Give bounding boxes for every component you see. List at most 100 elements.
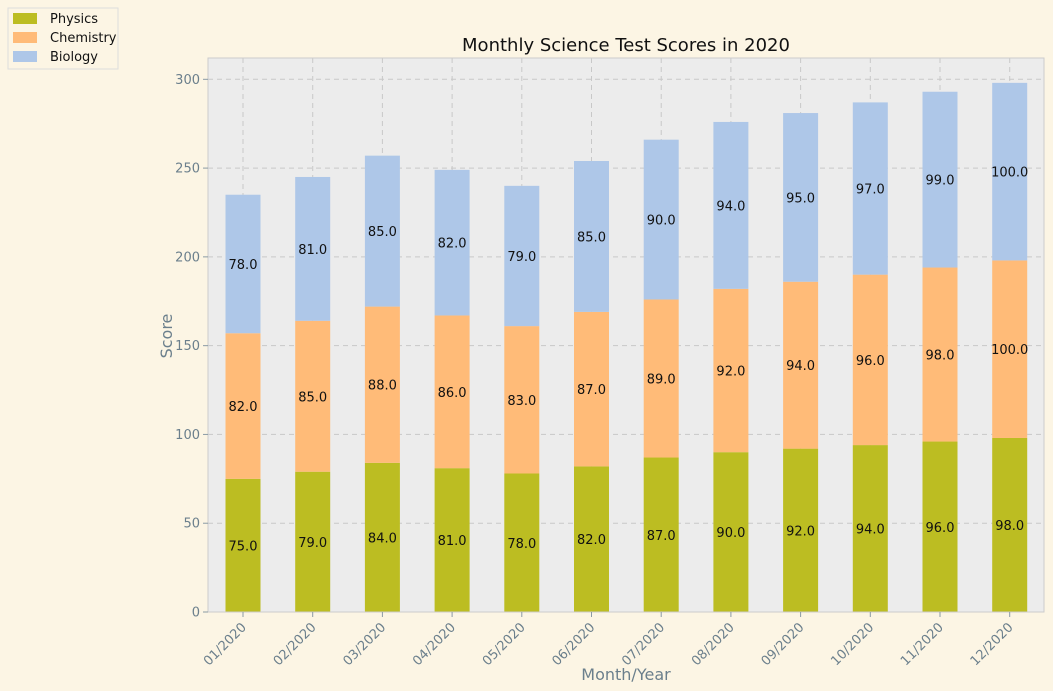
bar-segment-biology [434, 169, 470, 316]
x-tick-label: 04/2020 [410, 620, 459, 669]
x-tick-label: 01/2020 [201, 620, 250, 669]
bar-segment-biology [225, 194, 261, 334]
bar-segment-physics [434, 468, 470, 612]
bar-value-label: 95.0 [786, 191, 815, 206]
chart-title: Monthly Science Test Scores in 2020 [462, 35, 790, 56]
bar-value-label: 88.0 [368, 379, 397, 394]
bar-value-label: 81.0 [438, 534, 467, 549]
bar-value-label: 98.0 [926, 349, 955, 364]
x-tick-label: 02/2020 [271, 620, 320, 669]
bar-value-label: 100.0 [991, 166, 1028, 181]
bar-segment-chemistry [295, 320, 331, 472]
legend-swatch-physics [13, 13, 37, 24]
x-tick-label: 06/2020 [550, 620, 599, 669]
bar-segment-biology [713, 121, 749, 289]
bar-segment-physics [713, 452, 749, 612]
bar-value-label: 85.0 [577, 230, 606, 245]
x-axis: 01/2020 02/2020 03/2020 04/2020 05/2020 06/20… [201, 612, 1017, 669]
x-tick-label: 09/2020 [759, 620, 808, 669]
bar-value-label: 90.0 [716, 526, 745, 541]
bar-segment-chemistry [225, 333, 261, 479]
legend-label-chemistry: Chemistry [50, 31, 117, 46]
x-tick-label: 07/2020 [619, 620, 668, 669]
bar-value-label: 81.0 [298, 243, 327, 258]
bar-segment-physics [364, 462, 400, 612]
bar-value-label: 83.0 [507, 394, 536, 409]
bar-value-label: 79.0 [298, 536, 327, 551]
x-tick-label: 08/2020 [689, 620, 738, 669]
bar-value-label: 85.0 [298, 390, 327, 405]
y-tick-label: 200 [175, 250, 200, 265]
plot-area [208, 58, 1044, 612]
legend: Physics Chemistry Biology [7, 7, 119, 70]
bar-value-label: 92.0 [786, 524, 815, 539]
legend-swatch-chemistry [13, 32, 37, 43]
bar-value-label: 78.0 [229, 258, 258, 273]
y-tick-label: 300 [175, 73, 200, 88]
bar-segment-physics [574, 466, 609, 612]
bar-value-label: 82.0 [577, 533, 606, 548]
x-tick-label: 12/2020 [968, 620, 1017, 669]
bar-segment-physics [295, 471, 331, 612]
x-tick-label: 03/2020 [340, 620, 389, 669]
bar-value-label: 82.0 [229, 400, 258, 415]
bar-value-label: 94.0 [856, 523, 885, 538]
bar-value-label: 84.0 [368, 531, 397, 546]
bar-value-label: 89.0 [647, 373, 676, 388]
bar-value-label: 94.0 [716, 199, 745, 214]
bar-segment-chemistry [643, 299, 679, 458]
bar-segment-chemistry [434, 315, 470, 469]
bar-value-label: 90.0 [647, 214, 676, 229]
bar-value-label: 98.0 [995, 519, 1024, 534]
x-tick-label: 10/2020 [828, 620, 877, 669]
bar-segment-chemistry [852, 274, 888, 446]
bars: 75.0 82.0 78.0 79.0 85.0 81.0 84.0 88.0 85.0 81.0… [225, 82, 1028, 612]
bar-value-label: 96.0 [856, 354, 885, 369]
legend-label-biology: Biology [50, 50, 98, 65]
bar-segment-biology [783, 113, 819, 282]
bar-segment-biology [992, 82, 1028, 261]
bar-segment-chemistry [713, 288, 749, 453]
bar-segment-chemistry [992, 260, 1028, 438]
bar-value-label: 100.0 [991, 343, 1028, 358]
bar-value-label: 85.0 [368, 225, 397, 240]
x-axis-title: Month/Year [581, 665, 671, 684]
bar-segment-chemistry [783, 281, 819, 449]
bar-value-label: 99.0 [926, 174, 955, 189]
bar-segment-physics [992, 437, 1028, 612]
bar-value-label: 78.0 [507, 537, 536, 552]
bar-segment-physics [922, 441, 958, 612]
y-tick-label: 100 [175, 428, 200, 443]
bar-value-label: 92.0 [716, 365, 745, 380]
plot-frame [207, 57, 1045, 613]
y-axis: 0 50 100 150 200 250 300 [175, 73, 208, 621]
bar-segment-physics [225, 478, 261, 612]
bar-segment-biology [504, 185, 540, 327]
bar-segment-physics [643, 457, 679, 612]
y-tick-label: 150 [175, 339, 200, 354]
bar-value-label: 94.0 [786, 359, 815, 374]
y-axis-title: Score [157, 314, 176, 359]
bar-segment-physics [783, 448, 819, 612]
bar-segment-chemistry [574, 311, 609, 467]
bar-segment-biology [852, 102, 888, 275]
bar-value-label: 97.0 [856, 183, 885, 198]
bar-value-label: 96.0 [926, 521, 955, 536]
bar-segment-physics [504, 473, 540, 612]
y-tick-label: 250 [175, 162, 200, 177]
bar-value-label: 87.0 [577, 383, 606, 398]
bar-segment-physics [852, 445, 888, 612]
y-tick-label: 0 [192, 606, 200, 621]
y-tick-label: 50 [183, 517, 200, 532]
x-tick-label: 11/2020 [898, 620, 947, 669]
legend-swatch-biology [13, 51, 37, 62]
bar-segment-biology [574, 160, 609, 312]
legend-label-physics: Physics [50, 12, 98, 27]
bar-value-label: 86.0 [438, 386, 467, 401]
bar-segment-chemistry [922, 267, 958, 442]
bar-value-label: 75.0 [229, 539, 258, 554]
bar-segment-biology [364, 155, 400, 307]
bar-value-label: 79.0 [507, 250, 536, 265]
bar-value-label: 87.0 [647, 529, 676, 544]
